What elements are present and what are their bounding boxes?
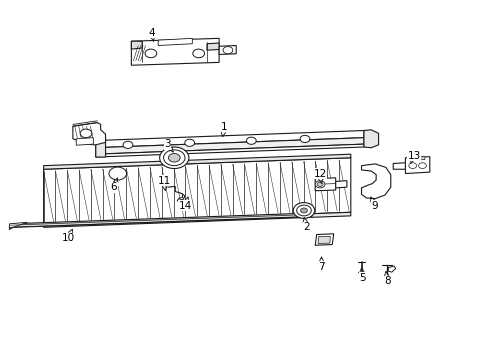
Polygon shape [206,43,219,50]
Text: 11: 11 [157,176,170,190]
Text: 2: 2 [303,217,309,232]
Polygon shape [73,123,105,145]
Circle shape [80,129,92,138]
Polygon shape [43,212,350,227]
Circle shape [109,167,126,180]
Polygon shape [9,222,27,228]
Polygon shape [219,45,236,54]
Circle shape [159,147,188,168]
Polygon shape [43,158,350,224]
Circle shape [145,49,157,58]
Polygon shape [315,234,333,245]
Polygon shape [335,181,346,188]
Text: 14: 14 [178,197,191,211]
Text: 1: 1 [220,122,227,137]
Polygon shape [96,144,363,157]
Circle shape [300,135,309,143]
Circle shape [192,49,204,58]
Polygon shape [363,130,378,148]
Circle shape [163,150,184,166]
Text: 6: 6 [110,178,118,192]
Circle shape [296,205,311,216]
Text: 8: 8 [383,271,390,286]
Circle shape [246,137,256,144]
Polygon shape [131,39,219,65]
Circle shape [184,139,194,147]
Circle shape [223,46,232,54]
Text: 5: 5 [359,268,365,283]
Circle shape [123,141,133,148]
Circle shape [317,182,323,186]
Polygon shape [131,41,142,49]
Polygon shape [361,164,390,199]
Polygon shape [96,131,363,148]
Polygon shape [405,157,429,174]
Text: 9: 9 [370,197,378,211]
Text: 10: 10 [61,229,74,243]
Polygon shape [315,178,335,191]
Text: 12: 12 [313,168,326,183]
Text: 4: 4 [148,28,155,41]
Polygon shape [96,139,105,157]
Polygon shape [96,138,363,154]
Text: 3: 3 [164,139,173,152]
Polygon shape [158,39,192,45]
Circle shape [168,153,180,162]
Polygon shape [76,138,93,145]
Circle shape [408,163,416,168]
Polygon shape [318,236,330,243]
Circle shape [293,203,314,219]
Text: 13: 13 [407,150,420,164]
Polygon shape [409,157,424,160]
Polygon shape [392,163,405,169]
Circle shape [315,181,325,188]
Circle shape [418,163,426,168]
Text: 7: 7 [318,257,324,272]
Polygon shape [387,266,395,272]
Polygon shape [9,213,311,229]
Polygon shape [43,154,350,169]
Circle shape [300,208,307,213]
